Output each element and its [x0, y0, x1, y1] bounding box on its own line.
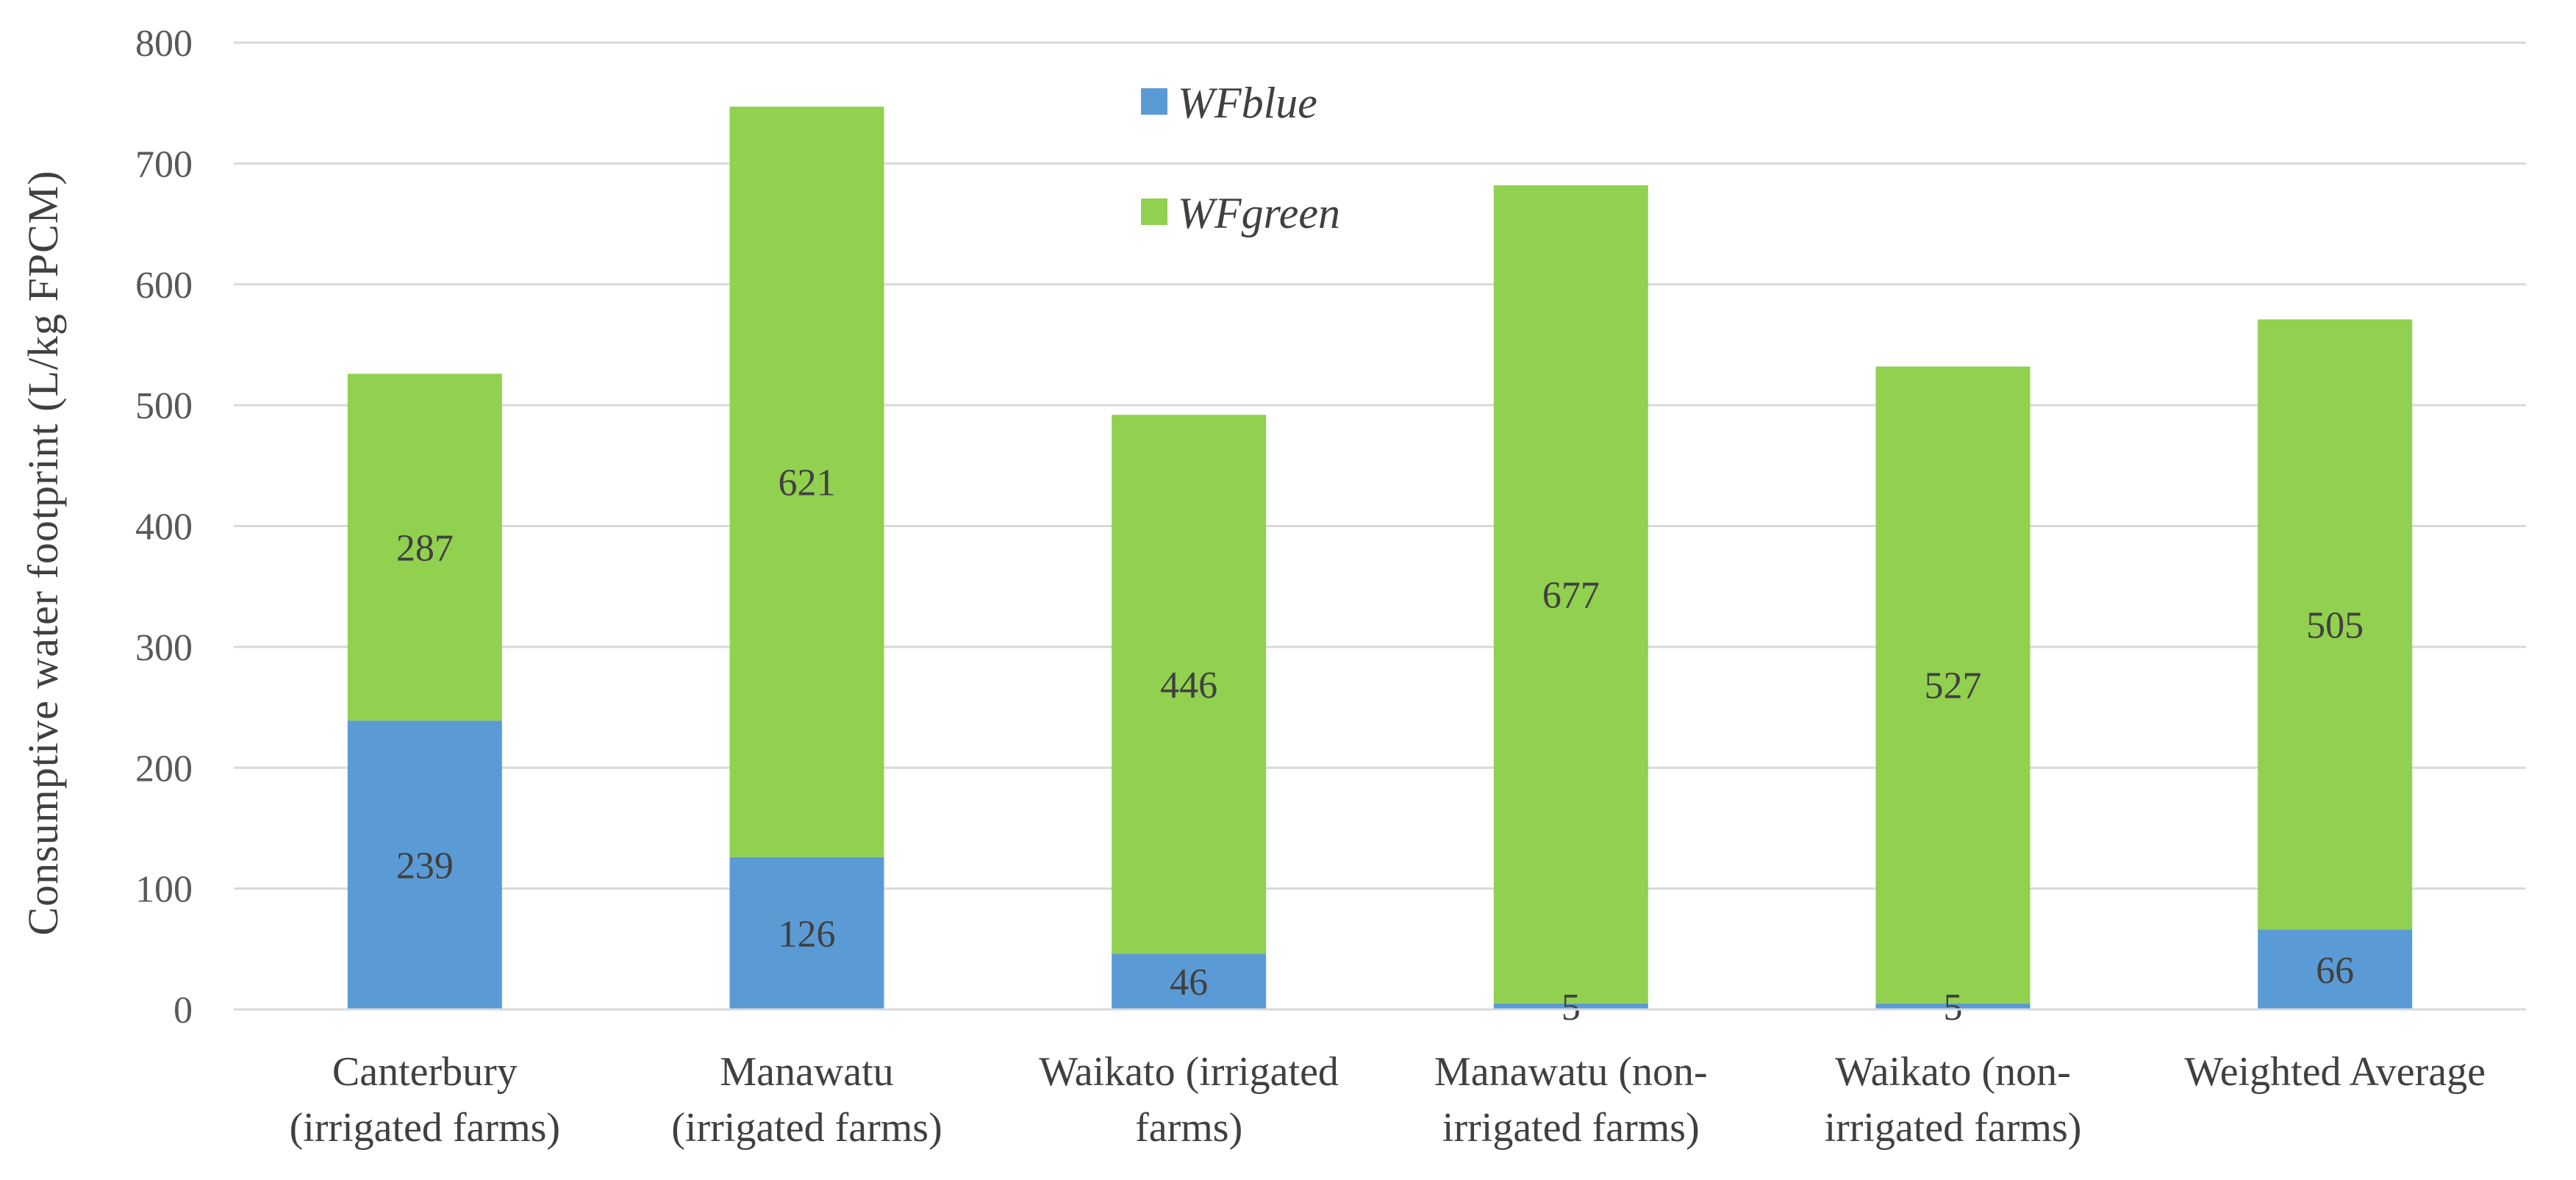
legend: WFblue WFgreen [1141, 79, 1340, 237]
bar-wfgreen [1875, 366, 2031, 1004]
legend-swatch-wfgreen [1141, 199, 1167, 225]
data-label-wfgreen: 527 [1925, 665, 1982, 707]
y-tick-label: 400 [135, 507, 193, 548]
bar-wfblue [347, 720, 502, 1009]
data-label-wfgreen: 446 [1160, 665, 1217, 707]
data-label-wfgreen: 505 [2306, 604, 2364, 646]
x-category-label: Manawatu (irrigated farms) [671, 1049, 942, 1151]
data-label-wfgreen: 287 [396, 527, 454, 569]
x-category-label-line: Weighted Average [2184, 1049, 2486, 1095]
bar-wfgreen [729, 107, 884, 857]
bar-wfblue [1112, 954, 1267, 1009]
x-category-label-line: farms) [1135, 1105, 1242, 1151]
x-category-label-line: Waikato (non- [1835, 1049, 2071, 1095]
bar-wfgreen [347, 373, 502, 721]
bar-wfgreen [1493, 185, 1648, 1004]
bars [347, 107, 2413, 1009]
x-category-label: Waikato (irrigated farms) [1039, 1049, 1339, 1151]
x-category-label-line: irrigated farms) [1442, 1105, 1700, 1151]
data-label-wfgreen: 621 [779, 462, 836, 504]
y-axis-title: Consumptive water footprint (L/kg FPCM) [19, 170, 67, 935]
data-label-wfblue: 46 [1170, 962, 1208, 1004]
x-category-label-line: irrigated farms) [1825, 1105, 2082, 1151]
x-category-label-line: Manawatu (non- [1434, 1049, 1708, 1095]
data-label-wfblue: 5 [1944, 987, 1963, 1029]
data-label-wfblue: 239 [396, 845, 454, 887]
y-tick-label: 100 [135, 869, 193, 911]
x-category-label-line: Waikato (irrigated [1039, 1049, 1339, 1095]
bar-wfgreen [2258, 319, 2413, 930]
legend-label-wfblue: WFblue [1178, 79, 1317, 127]
y-tick-label: 200 [135, 748, 193, 790]
x-category-label-line: Canterbury [332, 1049, 518, 1095]
data-label-wfgreen: 677 [1542, 574, 1600, 616]
x-category-label: Manawatu (non-irrigated farms) [1434, 1049, 1708, 1151]
data-label-wfblue: 126 [779, 913, 836, 955]
legend-swatch-wfblue [1141, 88, 1167, 115]
axes: 0 100 200 300 400 500 600 700 800 Canterbury (irri… [135, 23, 2526, 1151]
y-tick-label: 600 [135, 265, 193, 307]
bar-wfblue [1875, 1003, 2031, 1009]
x-category-label: Canterbury (irrigated farms) [290, 1049, 560, 1151]
y-tick-label: 800 [135, 23, 193, 65]
gridlines [234, 41, 2526, 890]
data-label-wfblue: 5 [1561, 987, 1581, 1029]
bar-wfgreen [1112, 415, 1267, 954]
y-tick-label: 0 [173, 990, 193, 1031]
y-tick-label: 700 [135, 143, 193, 185]
legend-label-wfgreen: WFgreen [1178, 189, 1340, 237]
x-category-label-line: (irrigated farms) [671, 1105, 942, 1151]
y-tick-label: 500 [135, 385, 193, 427]
x-category-label-line: (irrigated farms) [290, 1105, 560, 1151]
x-category-label-line: Manawatu [720, 1049, 893, 1095]
y-tick-label: 300 [135, 627, 193, 669]
data-label-wfblue: 66 [2316, 950, 2354, 992]
bar-wfblue [729, 857, 884, 1009]
bar-wfblue [2258, 929, 2413, 1009]
x-category-label: Waikato (non-irrigated farms) [1825, 1049, 2082, 1151]
bar-wfblue [1493, 1003, 1648, 1009]
x-category-label: Weighted Average [2184, 1049, 2486, 1095]
data-labels: 239 287 126 621 46 446 5 677 5 527 66 505 [396, 462, 2364, 1029]
